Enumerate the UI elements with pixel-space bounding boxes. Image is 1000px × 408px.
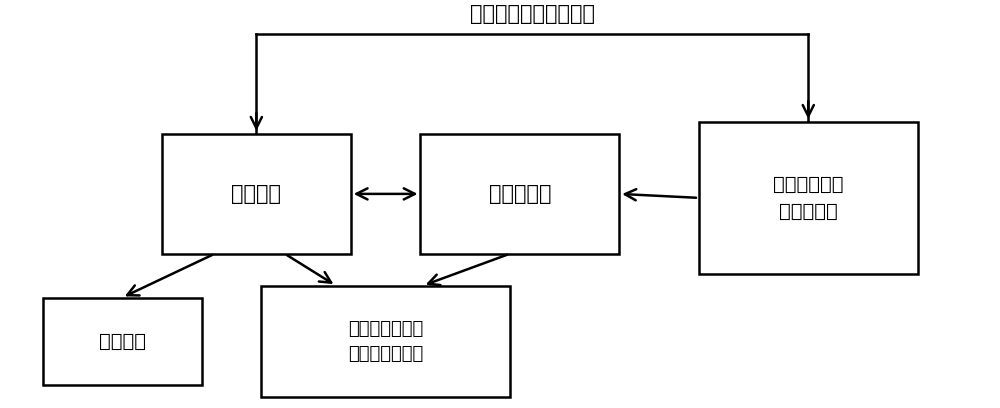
Bar [699,122,918,274]
Bar [43,297,202,385]
Text: 三轴应力实验产
生岩石破裂机制: 三轴应力实验产 生岩石破裂机制 [348,320,423,363]
Bar [162,134,351,254]
Text: 利用目标关系模型预测: 利用目标关系模型预测 [470,4,595,24]
Text: 声发射信号: 声发射信号 [489,184,551,204]
Bar [420,134,619,254]
Text: 岩石特征: 岩石特征 [231,184,281,204]
Text: 震源机制: 震源机制 [99,332,146,351]
Text: 现场采集到的
微地震信号: 现场采集到的 微地震信号 [773,175,844,221]
Bar [261,286,510,397]
